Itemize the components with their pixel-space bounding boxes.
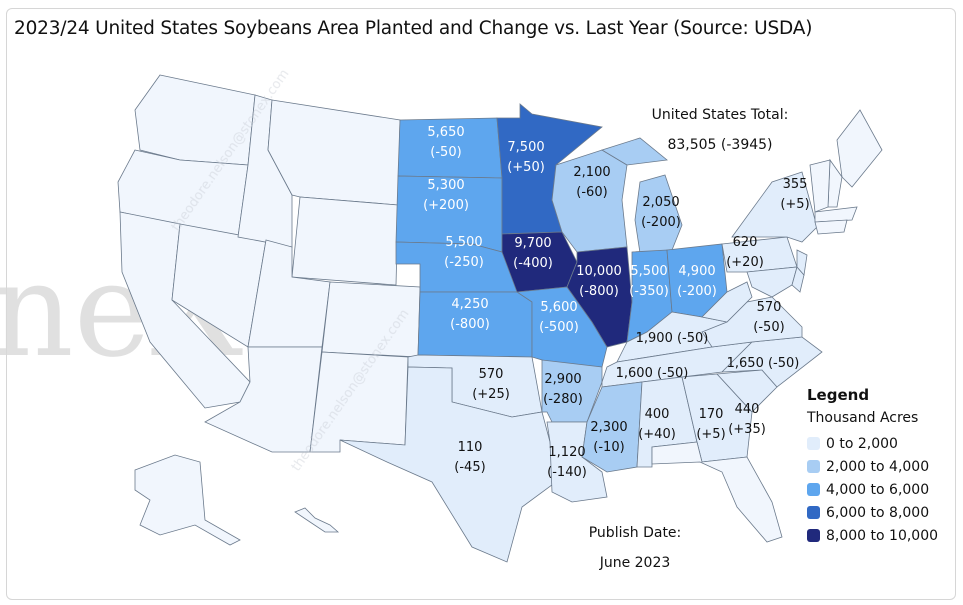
state-value-wi: 2,100	[573, 165, 610, 180]
state-change-il: (-800)	[579, 284, 619, 299]
state-value-nd: 5,650	[427, 125, 464, 140]
state-me	[836, 109, 883, 188]
state-value-ny: 355	[783, 177, 808, 192]
state-value-ks: 4,250	[451, 297, 488, 312]
state-value-mi: 2,050	[642, 195, 679, 210]
legend-swatch	[807, 506, 820, 519]
state-value-ok: 570	[479, 367, 504, 382]
legend-item: 2,000 to 4,000	[807, 455, 938, 478]
legend: Legend Thousand Acres 0 to 2,000 2,000 to…	[807, 386, 938, 547]
state-label-nc: 1,650 (-50)	[727, 356, 800, 371]
state-wy	[291, 196, 399, 286]
state-mi	[634, 174, 683, 254]
state-value-va: 570	[757, 300, 782, 315]
state-value-mn: 7,500	[507, 140, 544, 155]
state-md	[746, 266, 798, 298]
legend-label: 8,000 to 10,000	[826, 527, 939, 544]
publish-date-label: Publish Date:	[588, 525, 682, 541]
legend-label: 6,000 to 8,000	[826, 504, 930, 521]
state-value-in: 5,500	[630, 264, 667, 279]
state-value-ga: 170	[699, 407, 724, 422]
state-change-mo: (-500)	[539, 320, 579, 335]
state-change-sc: (+35)	[728, 422, 766, 437]
legend-item: 8,000 to 10,000	[807, 524, 938, 547]
legend-swatch	[807, 529, 820, 542]
state-change-ne: (-250)	[444, 255, 484, 270]
state-value-ne: 5,500	[445, 235, 482, 250]
us-total-value: 83,505 (-3945)	[667, 137, 773, 153]
state-ct	[814, 219, 848, 235]
state-value-tx: 110	[458, 440, 483, 455]
state-value-il: 10,000	[576, 264, 622, 279]
state-nj	[796, 249, 808, 276]
state-change-ar: (-280)	[543, 392, 583, 407]
page-title: 2023/24 United States Soybeans Area Plan…	[14, 18, 813, 39]
state-change-ny: (+5)	[780, 197, 809, 212]
legend-swatch	[807, 460, 820, 473]
state-value-sd: 5,300	[427, 178, 464, 193]
state-change-va: (-50)	[753, 320, 784, 335]
state-mi	[601, 137, 668, 166]
state-value-ar: 2,900	[544, 372, 581, 387]
state-change-mi: (-200)	[641, 215, 681, 230]
legend-swatch	[807, 437, 820, 450]
state-change-la: (-140)	[547, 465, 587, 480]
legend-label: 0 to 2,000	[826, 435, 898, 452]
state-change-ks: (-800)	[450, 317, 490, 332]
state-value-oh: 4,900	[678, 264, 715, 279]
state-il	[566, 246, 633, 348]
state-change-ia: (-400)	[513, 256, 553, 271]
state-change-tx: (-45)	[454, 460, 485, 475]
state-wv	[701, 281, 753, 323]
legend-subtitle: Thousand Acres	[807, 410, 919, 426]
state-change-ms: (-10)	[593, 440, 624, 455]
state-change-wi: (-60)	[576, 185, 607, 200]
state-change-oh: (-200)	[677, 284, 717, 299]
state-vt	[809, 159, 831, 213]
state-change-ok: (+25)	[472, 387, 510, 402]
publish-date: Publish Date: June 2023	[560, 518, 710, 578]
legend-item: 0 to 2,000	[807, 432, 938, 455]
state-change-pa: (+20)	[726, 255, 764, 270]
state-value-ia: 9,700	[514, 236, 551, 251]
legend-swatch	[807, 483, 820, 496]
state-value-al: 400	[645, 407, 670, 422]
state-value-ms: 2,300	[590, 420, 627, 435]
state-label-ky: 1,900 (-50)	[636, 331, 709, 346]
state-hi	[294, 507, 340, 533]
state-change-mn: (+50)	[507, 160, 545, 175]
state-value-pa: 620	[733, 235, 758, 250]
publish-date-value: June 2023	[599, 555, 671, 571]
state-change-ga: (+5)	[696, 427, 725, 442]
legend-item: 4,000 to 6,000	[807, 478, 938, 501]
state-change-al: (+40)	[638, 427, 676, 442]
state-value-sc: 440	[735, 402, 760, 417]
legend-item: 6,000 to 8,000	[807, 501, 938, 524]
state-value-mo: 5,600	[540, 300, 577, 315]
legend-title: Legend	[807, 386, 870, 404]
legend-label: 4,000 to 6,000	[826, 481, 930, 498]
us-total-label: United States Total:	[651, 107, 789, 123]
us-total: United States Total: 83,505 (-3945)	[630, 100, 810, 160]
state-ak	[134, 454, 241, 546]
state-change-sd: (+200)	[423, 198, 469, 213]
state-change-in: (-350)	[629, 284, 669, 299]
state-value-la: 1,120	[548, 445, 585, 460]
state-ma	[814, 206, 858, 223]
legend-label: 2,000 to 4,000	[826, 458, 930, 475]
state-change-nd: (-50)	[430, 145, 461, 160]
state-az	[204, 346, 323, 453]
state-fl	[651, 441, 783, 543]
state-label-tn: 1,600 (-50)	[616, 366, 689, 381]
